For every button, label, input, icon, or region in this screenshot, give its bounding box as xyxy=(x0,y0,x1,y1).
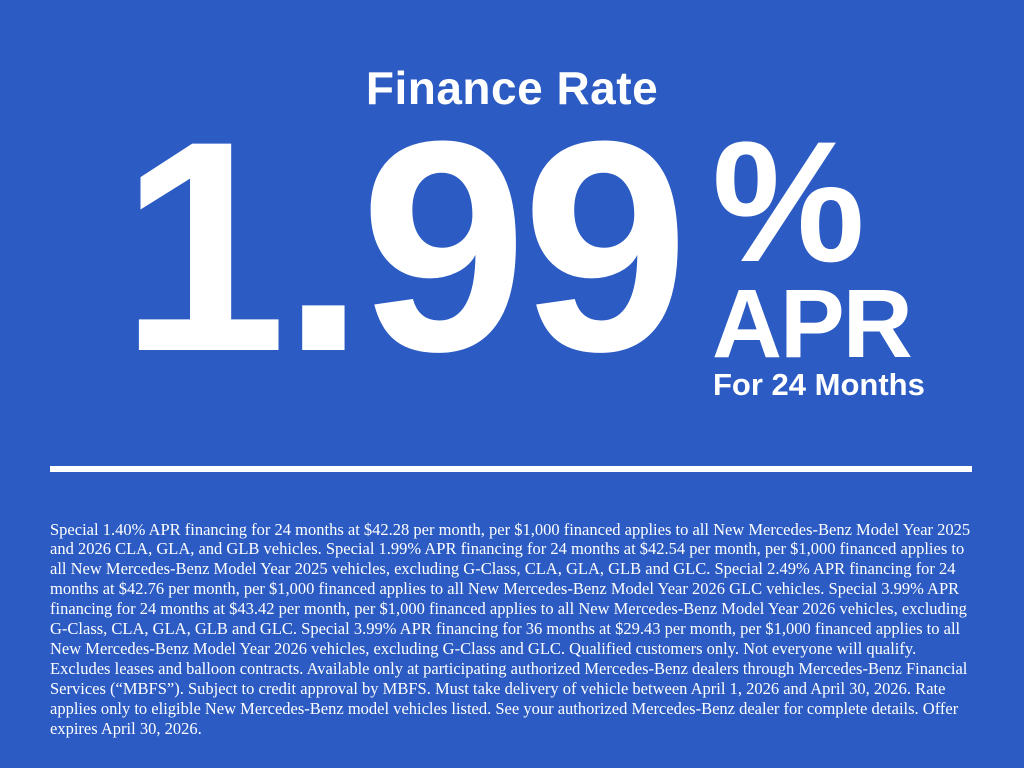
rate-unit-apr: APR xyxy=(712,269,913,378)
rate-value: 1.99 xyxy=(120,78,689,414)
divider-line xyxy=(50,466,972,472)
disclaimer-text: Special 1.40% APR financing for 24 month… xyxy=(50,519,971,739)
page-title: Finance Rate xyxy=(365,61,659,114)
offer-term: For 24 Months xyxy=(713,367,925,402)
percent-sign: % xyxy=(712,106,865,298)
